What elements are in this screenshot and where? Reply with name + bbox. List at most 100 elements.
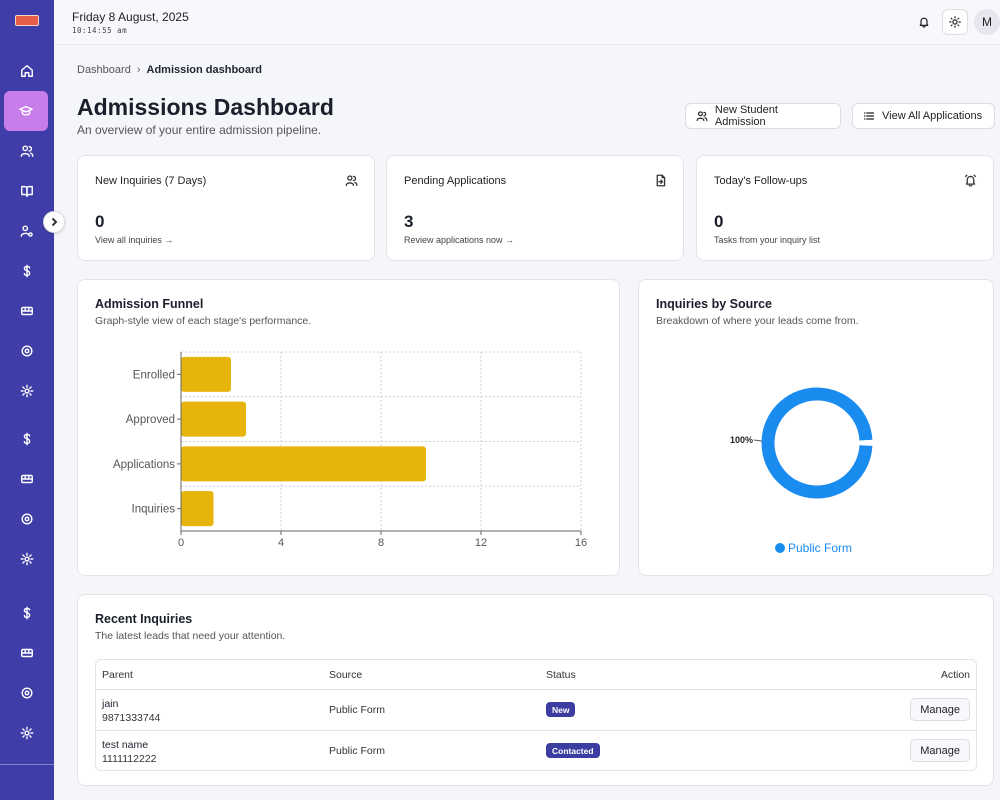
table-row: test name 1111112222 Public Form Contact… <box>96 730 976 770</box>
sidebar-item-config-2[interactable] <box>0 539 54 579</box>
sidebar-item-staff[interactable] <box>0 211 54 251</box>
stat-card-new-inquiries: New Inquiries (7 Days) 0 View all inquir… <box>77 155 375 261</box>
bar-enrolled[interactable] <box>181 356 231 392</box>
sidebar-item-config-3[interactable] <box>0 713 54 753</box>
admission-funnel-panel: Admission Funnel Graph-style view of eac… <box>77 279 620 576</box>
top-header: Friday 8 August, 2025 10:14:55 am M <box>54 0 1000 45</box>
breadcrumb: Dashboard › Admission dashboard <box>77 64 262 76</box>
new-student-admission-label: New Student Admission <box>714 104 778 128</box>
stat-card-followups: Today's Follow-ups 0 Tasks from your inq… <box>696 155 994 261</box>
slice-label: 100% <box>730 435 753 445</box>
panel-title: Inquiries by Source <box>656 297 773 311</box>
y-tick-label: Approved <box>126 414 175 426</box>
column-header-action: Action <box>940 669 970 681</box>
view-all-applications-button[interactable]: View All Applications <box>852 103 995 129</box>
sidebar-item-home[interactable] <box>0 51 54 91</box>
stat-card-pending-applications: Pending Applications 3 Review applicatio… <box>386 155 684 261</box>
sidebar-item-settings[interactable] <box>0 331 54 371</box>
column-header-parent: Parent <box>102 669 133 681</box>
bus-icon <box>21 474 33 484</box>
app-logo[interactable] <box>15 15 39 26</box>
sidebar-item-fees-3[interactable] <box>0 593 54 633</box>
parent-name: jain <box>102 698 119 710</box>
inquiries-by-source-panel: Inquiries by Source Breakdown of where y… <box>638 279 994 576</box>
y-tick-label: Enrolled <box>133 369 175 381</box>
sidebar-item-settings-3[interactable] <box>0 673 54 713</box>
notifications-button[interactable] <box>914 12 934 32</box>
admission-funnel-chart: Enrolled Approved Applications Inquiries 0 4 8… <box>113 351 587 549</box>
manage-button[interactable]: Manage <box>910 739 970 762</box>
view-all-inquiries-link[interactable]: View all inquiries → <box>95 235 174 245</box>
recent-inquiries-panel: Recent Inquiries The latest leads that n… <box>77 594 994 786</box>
new-student-admission-button[interactable]: New Student Admission <box>685 103 841 129</box>
sidebar-item-students[interactable] <box>0 131 54 171</box>
panel-subtitle: The latest leads that need your attentio… <box>95 630 286 642</box>
sidebar-item-transport-2[interactable] <box>0 459 54 499</box>
home-icon <box>21 65 33 77</box>
settings-icon <box>21 687 33 699</box>
dollar-icon <box>23 432 31 446</box>
column-header-status: Status <box>546 669 576 681</box>
sidebar-item-config[interactable] <box>0 371 54 411</box>
sun-icon <box>949 16 961 28</box>
user-cog-icon <box>20 225 33 237</box>
file-arrow-icon <box>654 174 667 187</box>
users-icon <box>696 111 708 122</box>
dollar-icon <box>23 606 31 620</box>
column-header-source: Source <box>329 669 363 681</box>
gear-icon <box>20 384 34 398</box>
table-row: jain 9871333744 Public Form New Manage <box>96 689 976 730</box>
status-badge: Contacted <box>546 743 600 758</box>
stat-value: 0 <box>714 212 724 231</box>
users-icon <box>345 174 358 187</box>
sidebar <box>0 0 54 800</box>
bar-approved[interactable] <box>181 401 246 437</box>
sidebar-item-settings-2[interactable] <box>0 499 54 539</box>
graduation-cap-icon <box>19 105 33 116</box>
breadcrumb-dashboard[interactable]: Dashboard <box>77 64 131 76</box>
settings-icon <box>21 345 33 357</box>
x-tick-label: 4 <box>278 537 284 549</box>
stat-value: 3 <box>404 212 414 231</box>
sidebar-item-admissions[interactable] <box>4 91 48 131</box>
parent-name: test name <box>102 739 149 751</box>
theme-toggle-button[interactable] <box>942 9 968 35</box>
x-tick-label: 0 <box>178 537 184 549</box>
view-all-applications-label: View All Applications <box>882 110 983 122</box>
dollar-icon <box>23 264 31 278</box>
stat-title: Pending Applications <box>404 175 507 187</box>
page-subtitle: An overview of your entire admission pip… <box>77 123 322 137</box>
sidebar-item-library[interactable] <box>0 171 54 211</box>
sidebar-item-transport-3[interactable] <box>0 633 54 673</box>
bus-icon <box>21 306 33 316</box>
bell-icon <box>919 17 929 28</box>
sidebar-item-fees[interactable] <box>0 251 54 291</box>
y-tick-label: Applications <box>113 459 175 471</box>
review-applications-link[interactable]: Review applications now → <box>404 235 515 245</box>
panel-subtitle: Graph-style view of each stage's perform… <box>95 315 312 327</box>
legend-label[interactable]: Public Form <box>788 541 852 555</box>
inquiries-table: Parent Source Status Action jain 9871333… <box>95 659 977 771</box>
user-avatar[interactable]: M <box>974 9 1000 35</box>
donut-slice[interactable] <box>761 387 873 499</box>
header-time: 10:14:55 am <box>72 26 128 35</box>
parent-phone: 9871333744 <box>102 712 161 724</box>
gear-icon <box>20 726 34 740</box>
y-tick-label: Inquiries <box>132 504 176 516</box>
sidebar-item-transport[interactable] <box>0 291 54 331</box>
stat-title: New Inquiries (7 Days) <box>95 175 207 187</box>
settings-icon <box>21 513 33 525</box>
manage-button[interactable]: Manage <box>910 698 970 721</box>
bar-inquiries[interactable] <box>181 491 214 527</box>
sidebar-item-fees-2[interactable] <box>0 419 54 459</box>
chevron-right-icon <box>51 217 58 227</box>
parent-phone: 1111112222 <box>102 753 157 765</box>
sidebar-expand-button[interactable] <box>43 211 65 233</box>
x-tick-label: 12 <box>475 537 487 549</box>
slice-label-leader <box>753 439 762 442</box>
page-title: Admissions Dashboard <box>77 94 334 120</box>
breadcrumb-separator: › <box>136 64 141 76</box>
sidebar-divider <box>0 764 54 765</box>
bar-applications[interactable] <box>181 446 426 482</box>
stat-title: Today's Follow-ups <box>714 175 808 187</box>
